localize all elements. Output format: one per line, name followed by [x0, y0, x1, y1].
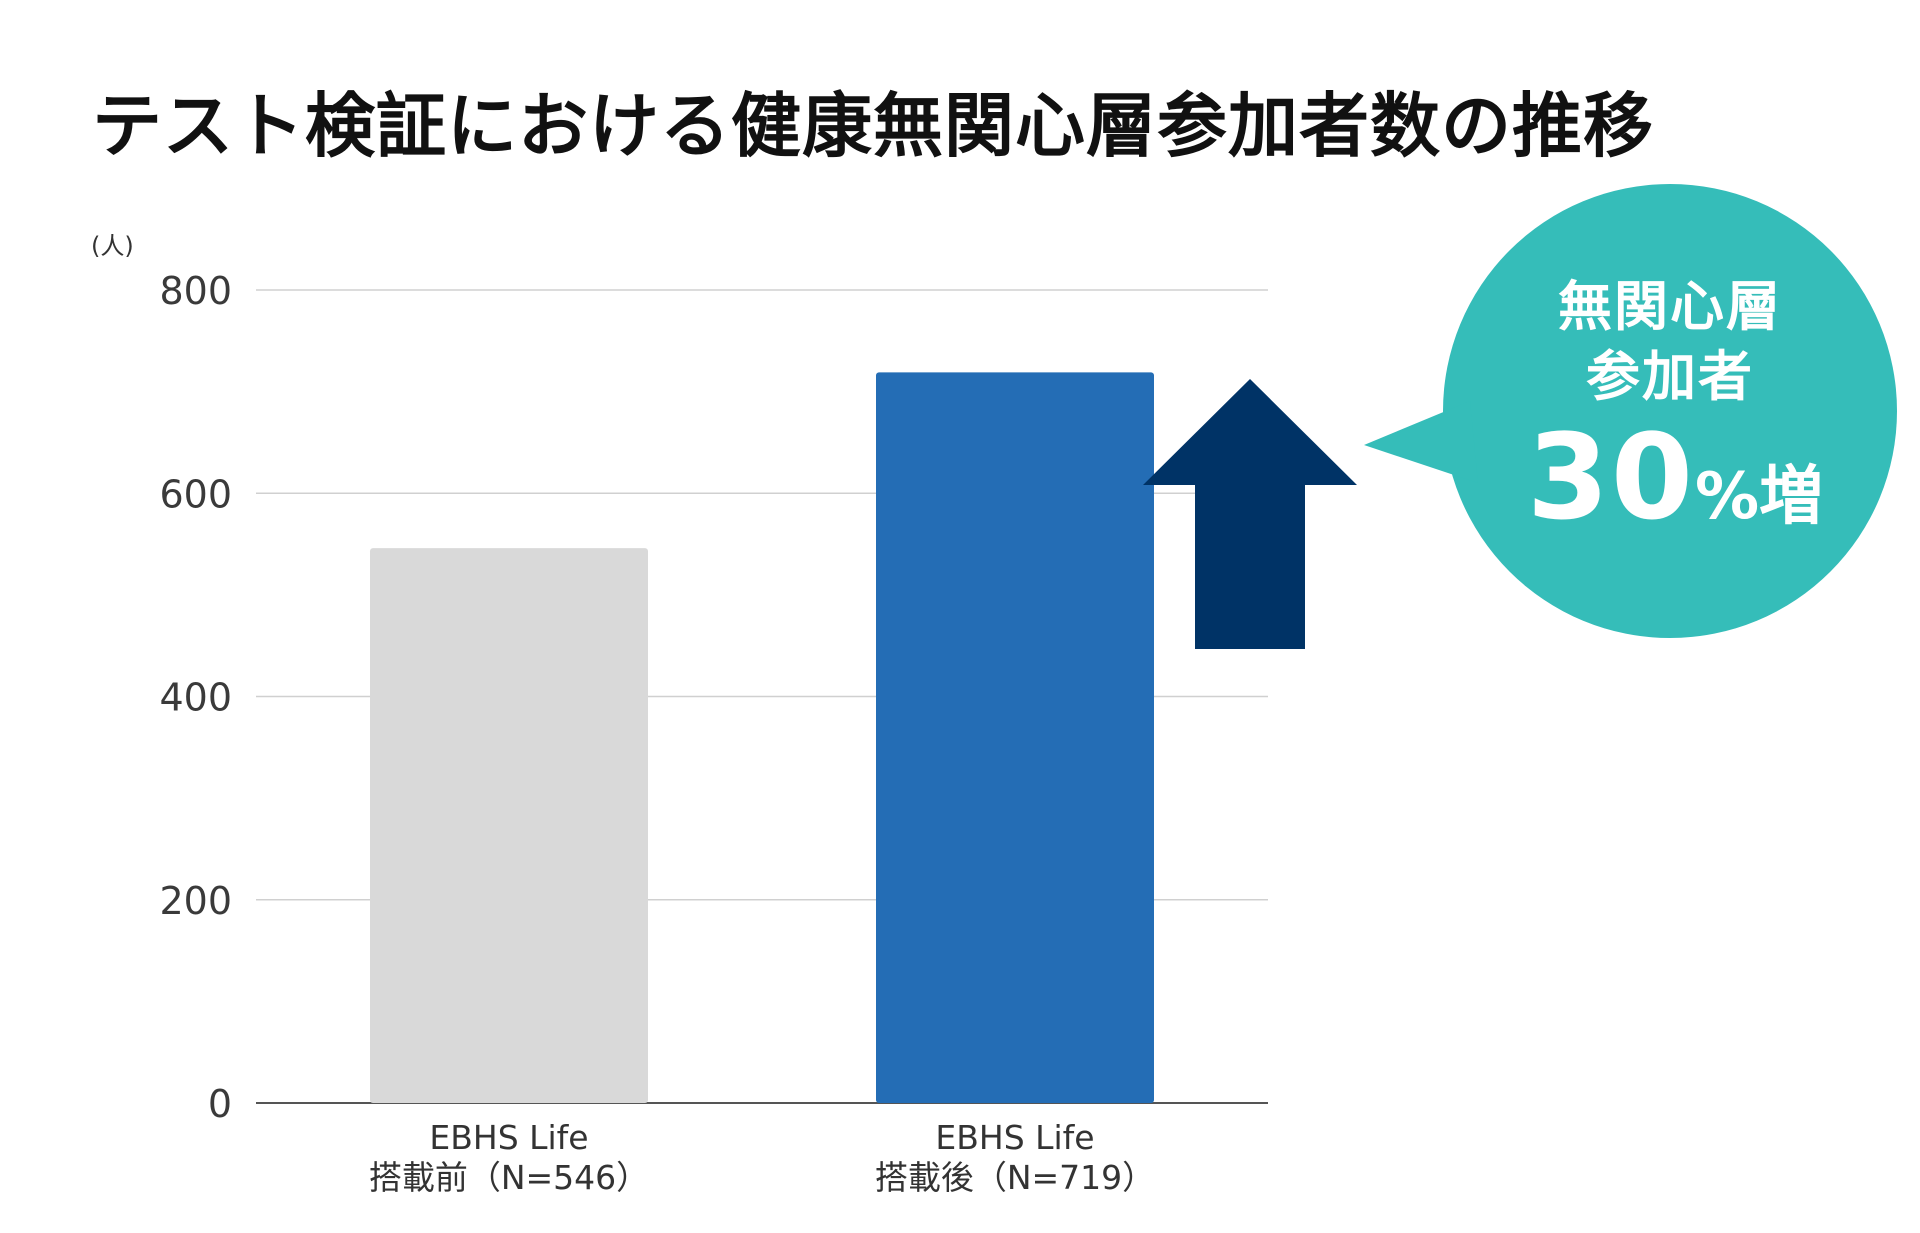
y-tick-label: 400 — [159, 676, 232, 720]
callout-unit: %増 — [1695, 460, 1824, 534]
chart-title: テスト検証における健康無関心層参加者数の推移 — [92, 85, 1654, 167]
callout-increase: 30%増 — [1440, 408, 1910, 546]
x-category-label: 搭載前（N=546） — [369, 1158, 649, 1197]
callout-line1: 無関心層 — [1558, 275, 1782, 338]
y-tick-label: 800 — [159, 269, 232, 313]
callout-bubble — [1364, 184, 1897, 638]
bar-1 — [370, 548, 648, 1103]
y-tick-label: 600 — [159, 472, 232, 516]
x-category-label: 搭載後（N=719） — [875, 1158, 1155, 1197]
up-arrow-icon — [1143, 379, 1357, 649]
callout-number: 30 — [1526, 408, 1696, 546]
y-tick-label: 200 — [159, 879, 232, 923]
y-axis-unit: (人) — [91, 232, 134, 260]
y-tick-label: 0 — [208, 1082, 232, 1126]
x-category-label: EBHS Life — [935, 1118, 1094, 1157]
callout-line2: 参加者 — [1586, 345, 1754, 408]
bar-2 — [876, 372, 1154, 1103]
x-category-label: EBHS Life — [429, 1118, 588, 1157]
